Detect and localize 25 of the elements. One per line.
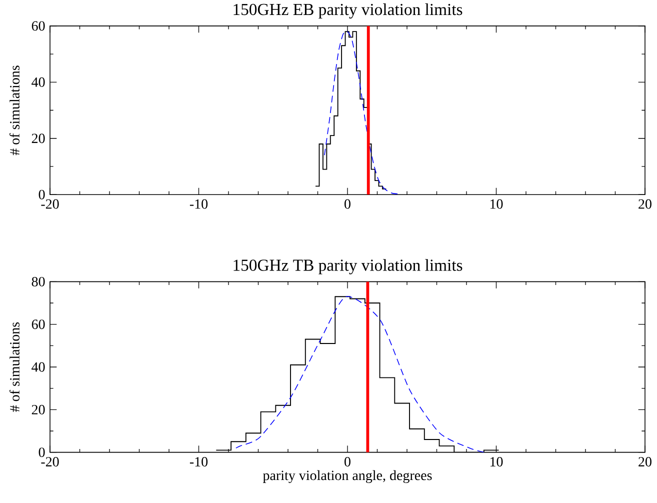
x-tick-label: 0	[344, 199, 350, 209]
x-tick-label: 20	[638, 457, 652, 466]
chart-title: 150GHz TB parity violation limits	[234, 259, 462, 274]
y-tick-label: 40	[32, 77, 45, 87]
x-tick-label: -10	[190, 457, 208, 466]
y-tick-label: 60	[32, 21, 45, 31]
y-tick-label: 40	[32, 362, 45, 372]
y-tick-label: 80	[32, 276, 45, 286]
y-tick-label: 20	[32, 404, 45, 414]
y-tick-label: 20	[32, 134, 45, 144]
x-tick-label: -20	[41, 199, 59, 209]
y-tick-label: 0	[38, 448, 45, 458]
line-series	[324, 31, 400, 194]
x-axis-title: parity violation angle, degrees	[262, 470, 432, 484]
x-tick-label: 0	[344, 457, 350, 466]
x-tick-label: 20	[638, 199, 652, 209]
chart-title: 150GHz EB parity violation limits	[234, 3, 462, 19]
y-tick-label: 0	[38, 190, 45, 200]
x-tick-label: 10	[490, 457, 503, 466]
y-tick-label: 60	[32, 320, 45, 330]
y-axis-title: # of simulations	[9, 322, 20, 412]
x-tick-label: -10	[190, 199, 208, 209]
x-tick-label: 10	[490, 199, 503, 209]
x-tick-label: -20	[41, 457, 59, 466]
y-axis-title: # of simulations	[9, 66, 20, 156]
